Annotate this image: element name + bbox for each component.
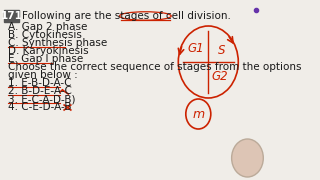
Text: given below :: given below : — [8, 70, 78, 80]
Text: 1. E-B-D-A-C: 1. E-B-D-A-C — [8, 78, 72, 88]
Text: 3. E-C-A-D-B): 3. E-C-A-D-B) — [8, 94, 76, 104]
Circle shape — [232, 139, 263, 177]
Text: B. Cytokinesis: B. Cytokinesis — [8, 30, 82, 40]
FancyBboxPatch shape — [4, 10, 19, 22]
Text: 171: 171 — [1, 11, 23, 21]
Text: A. Gap 2 phase: A. Gap 2 phase — [8, 22, 88, 32]
Text: 4. C-E-D-A-B: 4. C-E-D-A-B — [8, 102, 72, 112]
Text: S: S — [218, 44, 225, 57]
Text: 2. B-D-E-A-C: 2. B-D-E-A-C — [8, 86, 72, 96]
Text: m: m — [192, 107, 204, 120]
Text: G2: G2 — [212, 69, 228, 82]
Text: G1: G1 — [188, 42, 204, 55]
Text: C. Synthesis phase: C. Synthesis phase — [8, 38, 108, 48]
Text: Choose the correct sequence of stages from the options: Choose the correct sequence of stages fr… — [8, 62, 302, 72]
Text: E. Gap I phase: E. Gap I phase — [8, 54, 84, 64]
Text: D. Karyokinesis: D. Karyokinesis — [8, 46, 89, 56]
Text: Following are the stages of cell division.: Following are the stages of cell divisio… — [22, 11, 230, 21]
